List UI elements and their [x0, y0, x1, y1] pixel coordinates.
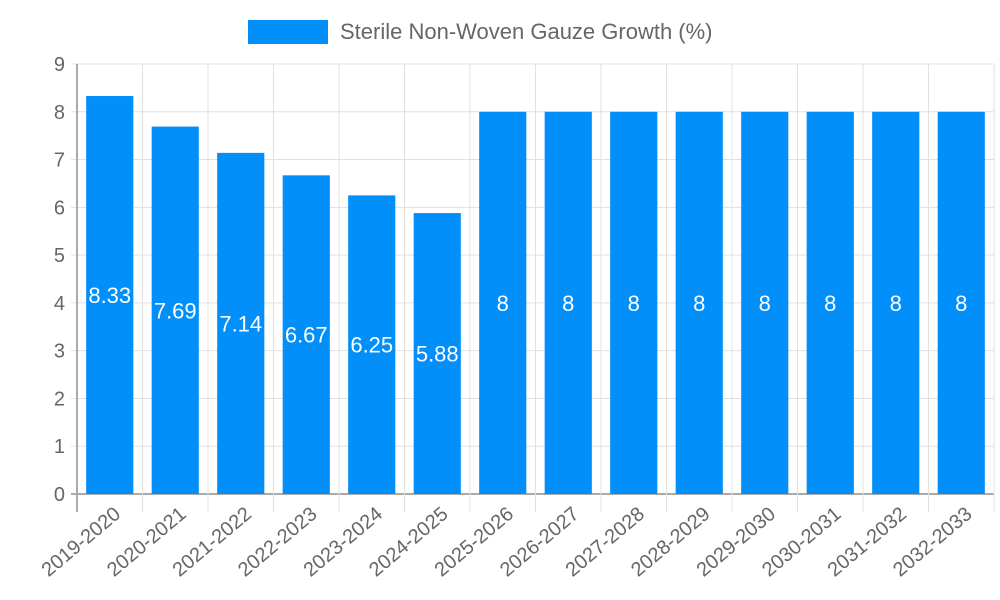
y-axis-ticks: 0 1 2 3 4 5 6 7 8 9: [54, 54, 65, 506]
bar[interactable]: [348, 195, 396, 494]
y-tick-label: 5: [54, 245, 65, 267]
bar-value-label: 7.69: [154, 298, 197, 323]
y-tick-label: 3: [54, 341, 65, 363]
bar-value-label: 8: [955, 291, 967, 316]
y-tick-label: 0: [54, 484, 65, 506]
bar[interactable]: [479, 111, 527, 495]
bar[interactable]: [741, 111, 789, 495]
bar-value-label: 8: [759, 291, 771, 316]
bar[interactable]: [282, 175, 330, 495]
y-tick-label: 1: [54, 436, 65, 458]
bars: 8.33 7.69 7.14 6.67 6.25 5.88 8 8 8 8 8 8 8 8: [86, 96, 985, 495]
bar[interactable]: [544, 111, 592, 495]
x-axis-ticks: 2019-20202020-20212021-20222022-20232023…: [38, 503, 977, 581]
bar[interactable]: [872, 111, 920, 495]
bar[interactable]: [806, 111, 854, 495]
y-tick-label: 4: [54, 293, 65, 315]
legend-label: Sterile Non-Woven Gauze Growth (%): [340, 19, 713, 44]
bar-value-label: 8: [693, 291, 705, 316]
bar-value-label: 8: [890, 291, 902, 316]
y-tick-label: 9: [54, 54, 65, 76]
bar[interactable]: [86, 96, 134, 494]
bar-value-label: 6.25: [350, 333, 393, 358]
bar-value-label: 8: [497, 291, 509, 316]
bar-value-label: 8: [824, 291, 836, 316]
bar-value-label: 5.88: [416, 342, 459, 367]
legend-swatch: [248, 20, 328, 44]
bar[interactable]: [217, 152, 265, 494]
legend[interactable]: Sterile Non-Woven Gauze Growth (%): [248, 19, 713, 44]
bar-value-label: 7.14: [219, 311, 262, 336]
bar-value-label: 8.33: [88, 283, 131, 308]
bar-value-label: 6.67: [285, 323, 328, 348]
bar[interactable]: [675, 111, 723, 495]
y-tick-label: 8: [54, 102, 65, 124]
bar-value-label: 8: [562, 291, 574, 316]
y-tick-label: 6: [54, 197, 65, 219]
bar[interactable]: [151, 126, 199, 494]
bar[interactable]: [413, 213, 461, 495]
y-tick-label: 7: [54, 150, 65, 172]
bar[interactable]: [937, 111, 985, 495]
bar[interactable]: [610, 111, 658, 495]
y-tick-label: 2: [54, 388, 65, 410]
grid-lines: [71, 63, 995, 512]
bar-value-label: 8: [628, 291, 640, 316]
